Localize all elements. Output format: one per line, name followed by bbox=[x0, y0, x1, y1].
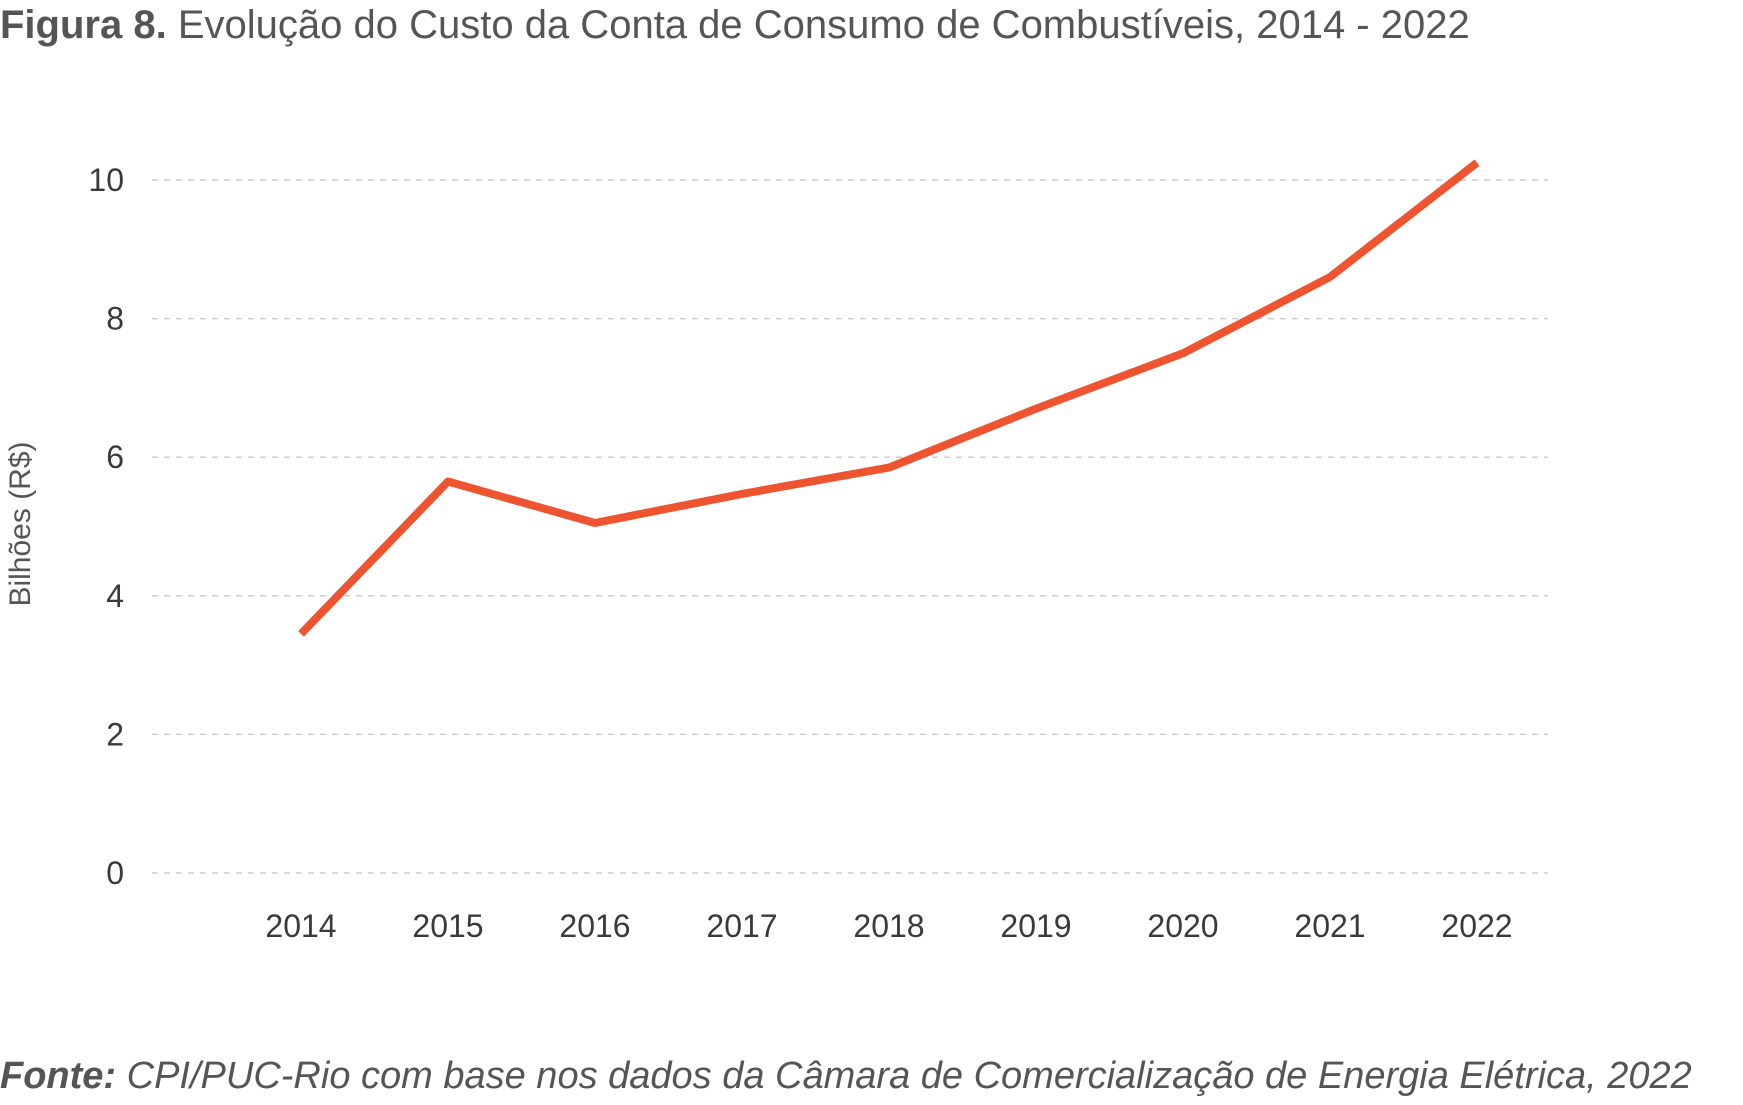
source-note: Fonte: CPI/PUC-Rio com base nos dados da… bbox=[0, 1050, 1692, 1102]
x-tick-label-2016: 2016 bbox=[559, 908, 630, 944]
series-line-0 bbox=[298, 159, 1480, 637]
x-tick-label-2014: 2014 bbox=[265, 908, 336, 944]
x-tick-label-2020: 2020 bbox=[1147, 908, 1218, 944]
series-layer bbox=[298, 159, 1480, 637]
figure-title-text: Evolução do Custo da Conta de Consumo de… bbox=[177, 3, 1470, 47]
x-tick-label-2018: 2018 bbox=[853, 908, 924, 944]
x-tick-labels: 2014 2015 2016 2017 2018 2019 2020 2021 2022 bbox=[265, 908, 1512, 944]
x-tick-label-2022: 2022 bbox=[1441, 908, 1512, 944]
y-tick-label-2: 2 bbox=[106, 716, 124, 752]
x-tick-label-2021: 2021 bbox=[1294, 908, 1365, 944]
x-tick-label-2019: 2019 bbox=[1000, 908, 1071, 944]
x-tick-label-2015: 2015 bbox=[412, 908, 483, 944]
y-axis-label: Bilhões (R$) bbox=[4, 441, 37, 606]
y-tick-labels: 0 2 4 6 8 10 bbox=[88, 162, 124, 891]
x-tick-label-2017: 2017 bbox=[706, 908, 777, 944]
y-tick-label-6: 6 bbox=[106, 439, 124, 475]
y-tick-label-0: 0 bbox=[106, 855, 124, 891]
figure-title: Figura 8. Evolução do Custo da Conta de … bbox=[0, 0, 1470, 50]
figure-label: Figura 8. bbox=[0, 3, 167, 47]
y-tick-label-10: 10 bbox=[88, 162, 124, 198]
source-text: CPI/PUC-Rio com base nos dados da Câmara… bbox=[126, 1055, 1692, 1097]
source-label: Fonte: bbox=[0, 1055, 117, 1097]
line-chart: 0 2 4 6 8 10 2014 2015 2016 2017 2018 2019 2020 2021… bbox=[4, 159, 1548, 944]
gridlines bbox=[152, 179, 1548, 874]
y-tick-label-8: 8 bbox=[106, 301, 124, 337]
y-tick-label-4: 4 bbox=[106, 578, 124, 614]
